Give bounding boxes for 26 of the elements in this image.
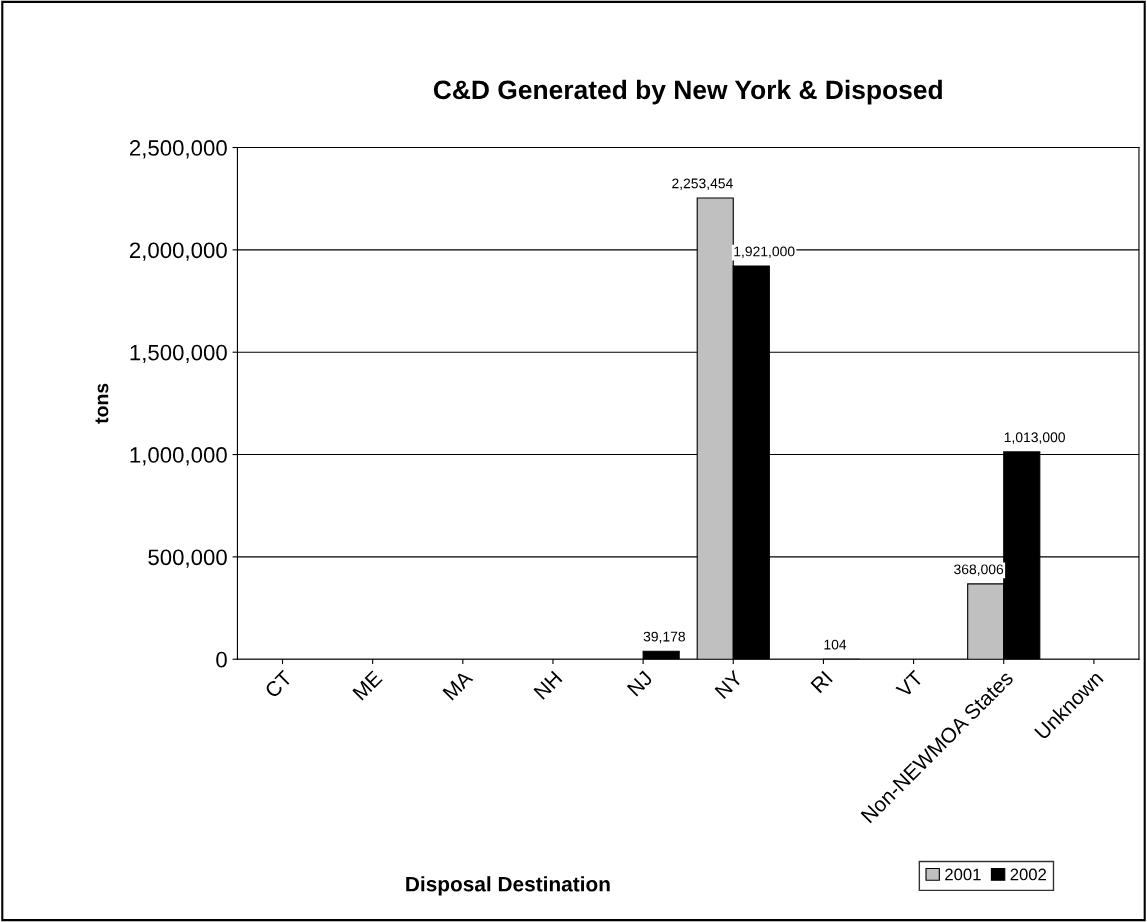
y-tick-label: 2,000,000 <box>129 242 227 261</box>
x-tick-label: RI <box>810 670 833 694</box>
y-tick-label: 0 <box>216 651 227 668</box>
x-tick-label: MA <box>442 669 474 701</box>
legend-label: 2001 <box>945 868 981 881</box>
x-tick-label: ME <box>352 670 383 701</box>
data-label: 368,006 <box>954 564 1004 576</box>
chart-title: C&D Generated by New York & Disposed <box>433 79 942 105</box>
data-label: 39,178 <box>643 631 685 644</box>
y-tick-label: 1,500,000 <box>130 344 227 364</box>
data-label: 1,921,000 <box>734 246 795 258</box>
x-tick-label: NY <box>714 669 744 699</box>
y-axis-title: tons <box>95 383 109 424</box>
x-tick-label: VT <box>895 669 924 699</box>
x-tick-label: CT <box>264 669 293 699</box>
data-label: 2,253,454 <box>672 178 733 190</box>
x-tick-label: NH <box>533 670 563 700</box>
y-tick-label: 1,000,000 <box>130 447 227 466</box>
data-label: 104 <box>824 639 847 650</box>
legend-label: 2002 <box>1010 868 1046 881</box>
x-tick-label: NJ <box>626 670 653 697</box>
data-label: 1,013,000 <box>1004 432 1065 444</box>
x-axis-title: Disposal Destination <box>406 876 610 896</box>
bar <box>642 650 680 660</box>
y-tick-label: 2,500,000 <box>129 140 227 159</box>
y-tick-label: 500,000 <box>148 549 227 568</box>
